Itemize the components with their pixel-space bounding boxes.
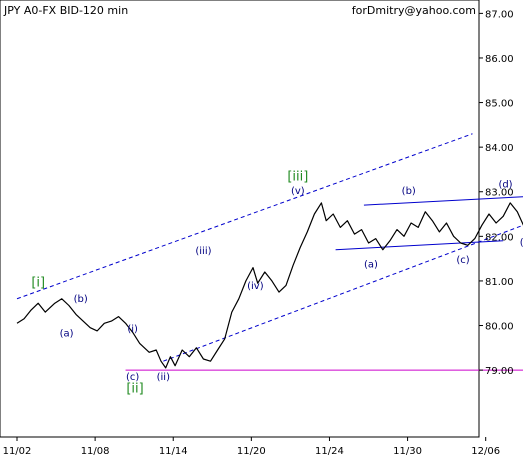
wave-label-minor: (e) [520, 237, 523, 248]
wave-label-minor: (iii) [195, 246, 211, 257]
triangle-line [335, 240, 504, 251]
y-tick-label: 87.00 [485, 9, 514, 20]
watermark-email: forDmitry@yahoo.com [352, 4, 476, 17]
wave-label-minor: (ii) [157, 372, 170, 383]
y-tick-label: 82.00 [485, 232, 514, 243]
x-tick-label: 11/30 [393, 446, 422, 457]
y-tick-label: 79.00 [485, 366, 514, 377]
chart-title: JPY A0-FX BID-120 min [3, 4, 128, 17]
y-tick-label: 80.00 [485, 322, 514, 333]
channel-line-dashed [163, 224, 523, 362]
y-tick-label: 86.00 [485, 54, 514, 65]
x-tick-label: 11/20 [237, 446, 266, 457]
x-tick-label: 12/06 [471, 446, 500, 457]
plot-frame [0, 0, 480, 438]
overlay-lines [16, 133, 523, 371]
price-line [16, 202, 523, 369]
y-axis: 87.00 86.00 85.00 84.00 83.00 82.00 81.00 80.00… [479, 9, 514, 377]
wave-label-major: [i] [31, 275, 45, 290]
channel-line-dashed [16, 133, 473, 300]
wave-label-minor: (c) [126, 372, 139, 383]
wave-label-major: [ii] [126, 381, 143, 396]
y-tick-label: 85.00 [485, 99, 514, 110]
wave-label-minor: (v) [291, 186, 305, 197]
y-tick-label: 83.00 [485, 188, 514, 199]
triangle-line [363, 196, 523, 206]
x-tick-label: 11/08 [81, 446, 110, 457]
x-tick-label: 11/14 [159, 446, 188, 457]
x-tick-label: 11/24 [315, 446, 344, 457]
wave-label-minor: (i) [127, 324, 138, 335]
wave-label-minor: (a) [364, 260, 378, 271]
wave-annotations: [i] (a) (b) (i) (c) (ii) [ii] (iii) (iv) [iii](v)… [31, 170, 523, 397]
y-tick-label: 81.00 [485, 277, 514, 288]
x-axis: 11/0211/0811/1411/2011/2411/3012/0612/12… [3, 437, 500, 457]
wave-label-minor: (b) [402, 186, 416, 197]
wave-label-minor: (b) [74, 294, 88, 305]
x-tick-label: 11/02 [3, 446, 32, 457]
wave-label-minor: (d) [498, 179, 512, 190]
wave-label-minor: (a) [60, 329, 74, 340]
y-tick-label: 84.00 [485, 143, 514, 154]
wave-label-minor: (c) [456, 255, 469, 266]
price-series [16, 202, 523, 369]
wave-label-minor: (iv) [247, 281, 264, 292]
wave-label-major: [iii] [287, 170, 308, 185]
